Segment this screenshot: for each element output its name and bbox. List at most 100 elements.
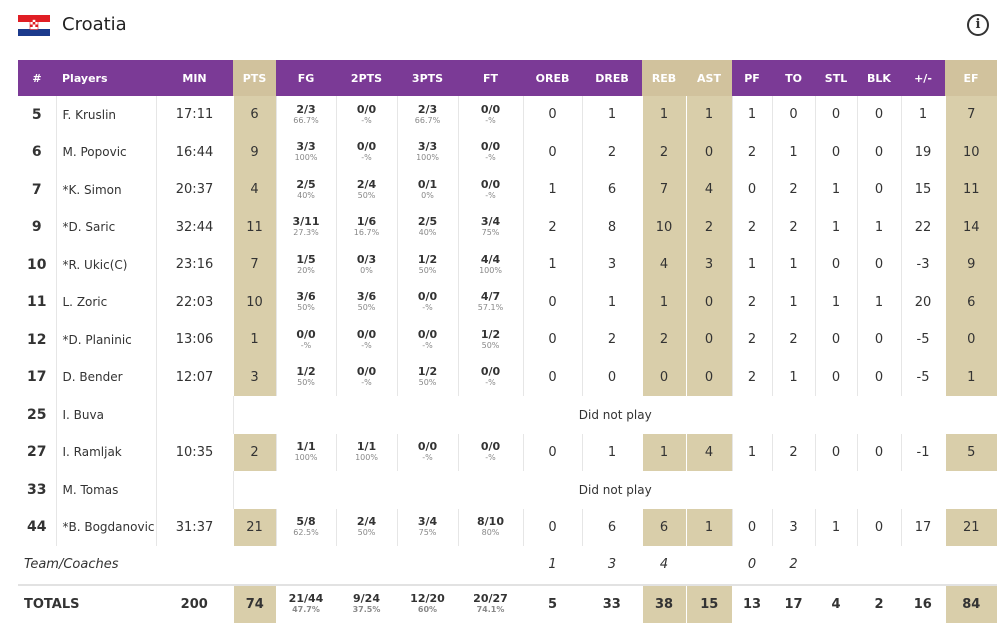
- player-name[interactable]: *B. Bogdanovic: [55, 508, 156, 546]
- col-header-3pts[interactable]: 3PTS: [397, 60, 458, 96]
- col-header-players[interactable]: Players: [56, 60, 156, 96]
- col-header-number[interactable]: #: [18, 60, 56, 96]
- player-ast: 0: [685, 358, 732, 396]
- player-to: 2: [771, 171, 815, 209]
- player-name[interactable]: I. Ramljak: [55, 433, 156, 471]
- player-reb: 2: [641, 321, 686, 359]
- team-coaches-row: Team/Coaches 1 3 4 0 2: [18, 546, 997, 585]
- player-pf: 2: [731, 208, 772, 246]
- player-pf: 0: [731, 171, 772, 209]
- totals-min: 200: [156, 583, 233, 623]
- player-pf: 2: [731, 321, 772, 359]
- player-fg: 1/1 100%: [275, 433, 336, 471]
- col-header-2pts[interactable]: 2PTS: [336, 60, 397, 96]
- player-pts: 10: [232, 283, 276, 321]
- player-blk: 1: [856, 283, 901, 321]
- player-fg: 0/0 -%: [275, 321, 336, 359]
- player-reb: 2: [641, 133, 686, 171]
- player-3pts: 2/5 40%: [396, 208, 458, 246]
- player-ast: 4: [685, 433, 732, 471]
- player-2pts: 0/0 -%: [335, 133, 397, 171]
- player-min: 10:35: [155, 433, 233, 471]
- player-name[interactable]: F. Kruslin: [55, 96, 156, 134]
- info-icon[interactable]: i: [967, 14, 989, 36]
- player-pf: 2: [731, 283, 772, 321]
- player-oreb: 0: [522, 321, 582, 359]
- totals-plus-minus: 16: [901, 583, 945, 623]
- player-pf: 2: [731, 133, 772, 171]
- col-header-min[interactable]: MIN: [156, 60, 233, 96]
- player-row: 9 *D. Saric 32:44 11 3/11 27.3% 1/6 16.7% 2/5 40%…: [18, 208, 997, 246]
- player-fg: 1/5 20%: [275, 246, 336, 284]
- player-oreb: 0: [522, 283, 582, 321]
- player-dreb: 2: [581, 321, 642, 359]
- col-header-pts[interactable]: PTS: [233, 60, 276, 96]
- player-to: 1: [771, 133, 815, 171]
- player-stl: 1: [814, 283, 857, 321]
- player-dreb: 1: [581, 433, 642, 471]
- player-blk: 1: [856, 208, 901, 246]
- player-plus-minus: 1: [900, 96, 945, 134]
- player-name[interactable]: *K. Simon: [55, 171, 156, 209]
- player-ft: 1/2 50%: [457, 321, 523, 359]
- col-header-oreb[interactable]: OREB: [523, 60, 582, 96]
- player-min: 12:07: [155, 358, 233, 396]
- player-2pts: 2/4 50%: [335, 171, 397, 209]
- col-header-dreb[interactable]: DREB: [582, 60, 642, 96]
- player-ast: 4: [685, 171, 732, 209]
- player-oreb: 1: [522, 171, 582, 209]
- col-header-blk[interactable]: BLK: [857, 60, 901, 96]
- col-header-ef[interactable]: EF: [945, 60, 997, 96]
- player-to: 3: [771, 508, 815, 546]
- player-2pts: 0/0 -%: [335, 321, 397, 359]
- player-number: 5: [31, 106, 42, 123]
- player-number: 6: [31, 144, 42, 161]
- player-name[interactable]: I. Buva: [55, 396, 156, 434]
- player-min: 31:37: [155, 508, 233, 546]
- player-reb: 4: [641, 246, 686, 284]
- player-row: 33 M. Tomas Did not play: [18, 471, 997, 509]
- player-stl: 1: [814, 508, 857, 546]
- player-dreb: 3: [581, 246, 642, 284]
- player-ft: 0/0 -%: [457, 96, 523, 134]
- player-oreb: 0: [522, 96, 582, 134]
- col-header-fg[interactable]: FG: [276, 60, 336, 96]
- player-ft: 4/7 57.1%: [457, 283, 523, 321]
- player-ef: 21: [944, 508, 997, 546]
- player-to: 1: [771, 283, 815, 321]
- player-dreb: 6: [581, 508, 642, 546]
- player-ef: 9: [944, 246, 997, 284]
- player-ef: 14: [944, 208, 997, 246]
- col-header-ast[interactable]: AST: [686, 60, 732, 96]
- player-name[interactable]: D. Bender: [55, 358, 156, 396]
- player-name[interactable]: M. Tomas: [55, 471, 156, 509]
- player-name[interactable]: *R. Ukic(C): [55, 246, 156, 284]
- player-number: 10: [27, 256, 47, 273]
- totals-ef: 84: [944, 583, 997, 623]
- player-to: 2: [771, 321, 815, 359]
- player-ef: 11: [944, 171, 997, 209]
- boxscore-table: # Players MIN PTS FG 2PTS 3PTS FT OREB D…: [18, 60, 997, 623]
- player-pts: 3: [232, 358, 276, 396]
- col-header-stl[interactable]: STL: [815, 60, 857, 96]
- player-name[interactable]: *D. Saric: [55, 208, 156, 246]
- col-header-ft[interactable]: FT: [458, 60, 523, 96]
- player-name[interactable]: *D. Planinic: [55, 321, 156, 359]
- player-row: 7 *K. Simon 20:37 4 2/5 40% 2/4 50% 0/1 0% 0/0 -% 1 6…: [18, 171, 997, 209]
- player-pts: 1: [232, 321, 276, 359]
- player-min: 32:44: [155, 208, 233, 246]
- col-header-reb[interactable]: REB: [642, 60, 686, 96]
- player-plus-minus: -3: [900, 246, 945, 284]
- player-pts: 6: [232, 96, 276, 134]
- player-name[interactable]: M. Popovic: [55, 133, 156, 171]
- col-header-plus-minus[interactable]: +/-: [901, 60, 945, 96]
- player-ast: 2: [685, 208, 732, 246]
- col-header-to[interactable]: TO: [772, 60, 815, 96]
- player-name[interactable]: L. Zoric: [55, 283, 156, 321]
- col-header-pf[interactable]: PF: [732, 60, 772, 96]
- player-ft: 3/4 75%: [457, 208, 523, 246]
- player-dreb: 8: [581, 208, 642, 246]
- totals-ft: 20/27 74.1%: [458, 583, 523, 623]
- player-reb: 10: [641, 208, 686, 246]
- player-oreb: 0: [522, 433, 582, 471]
